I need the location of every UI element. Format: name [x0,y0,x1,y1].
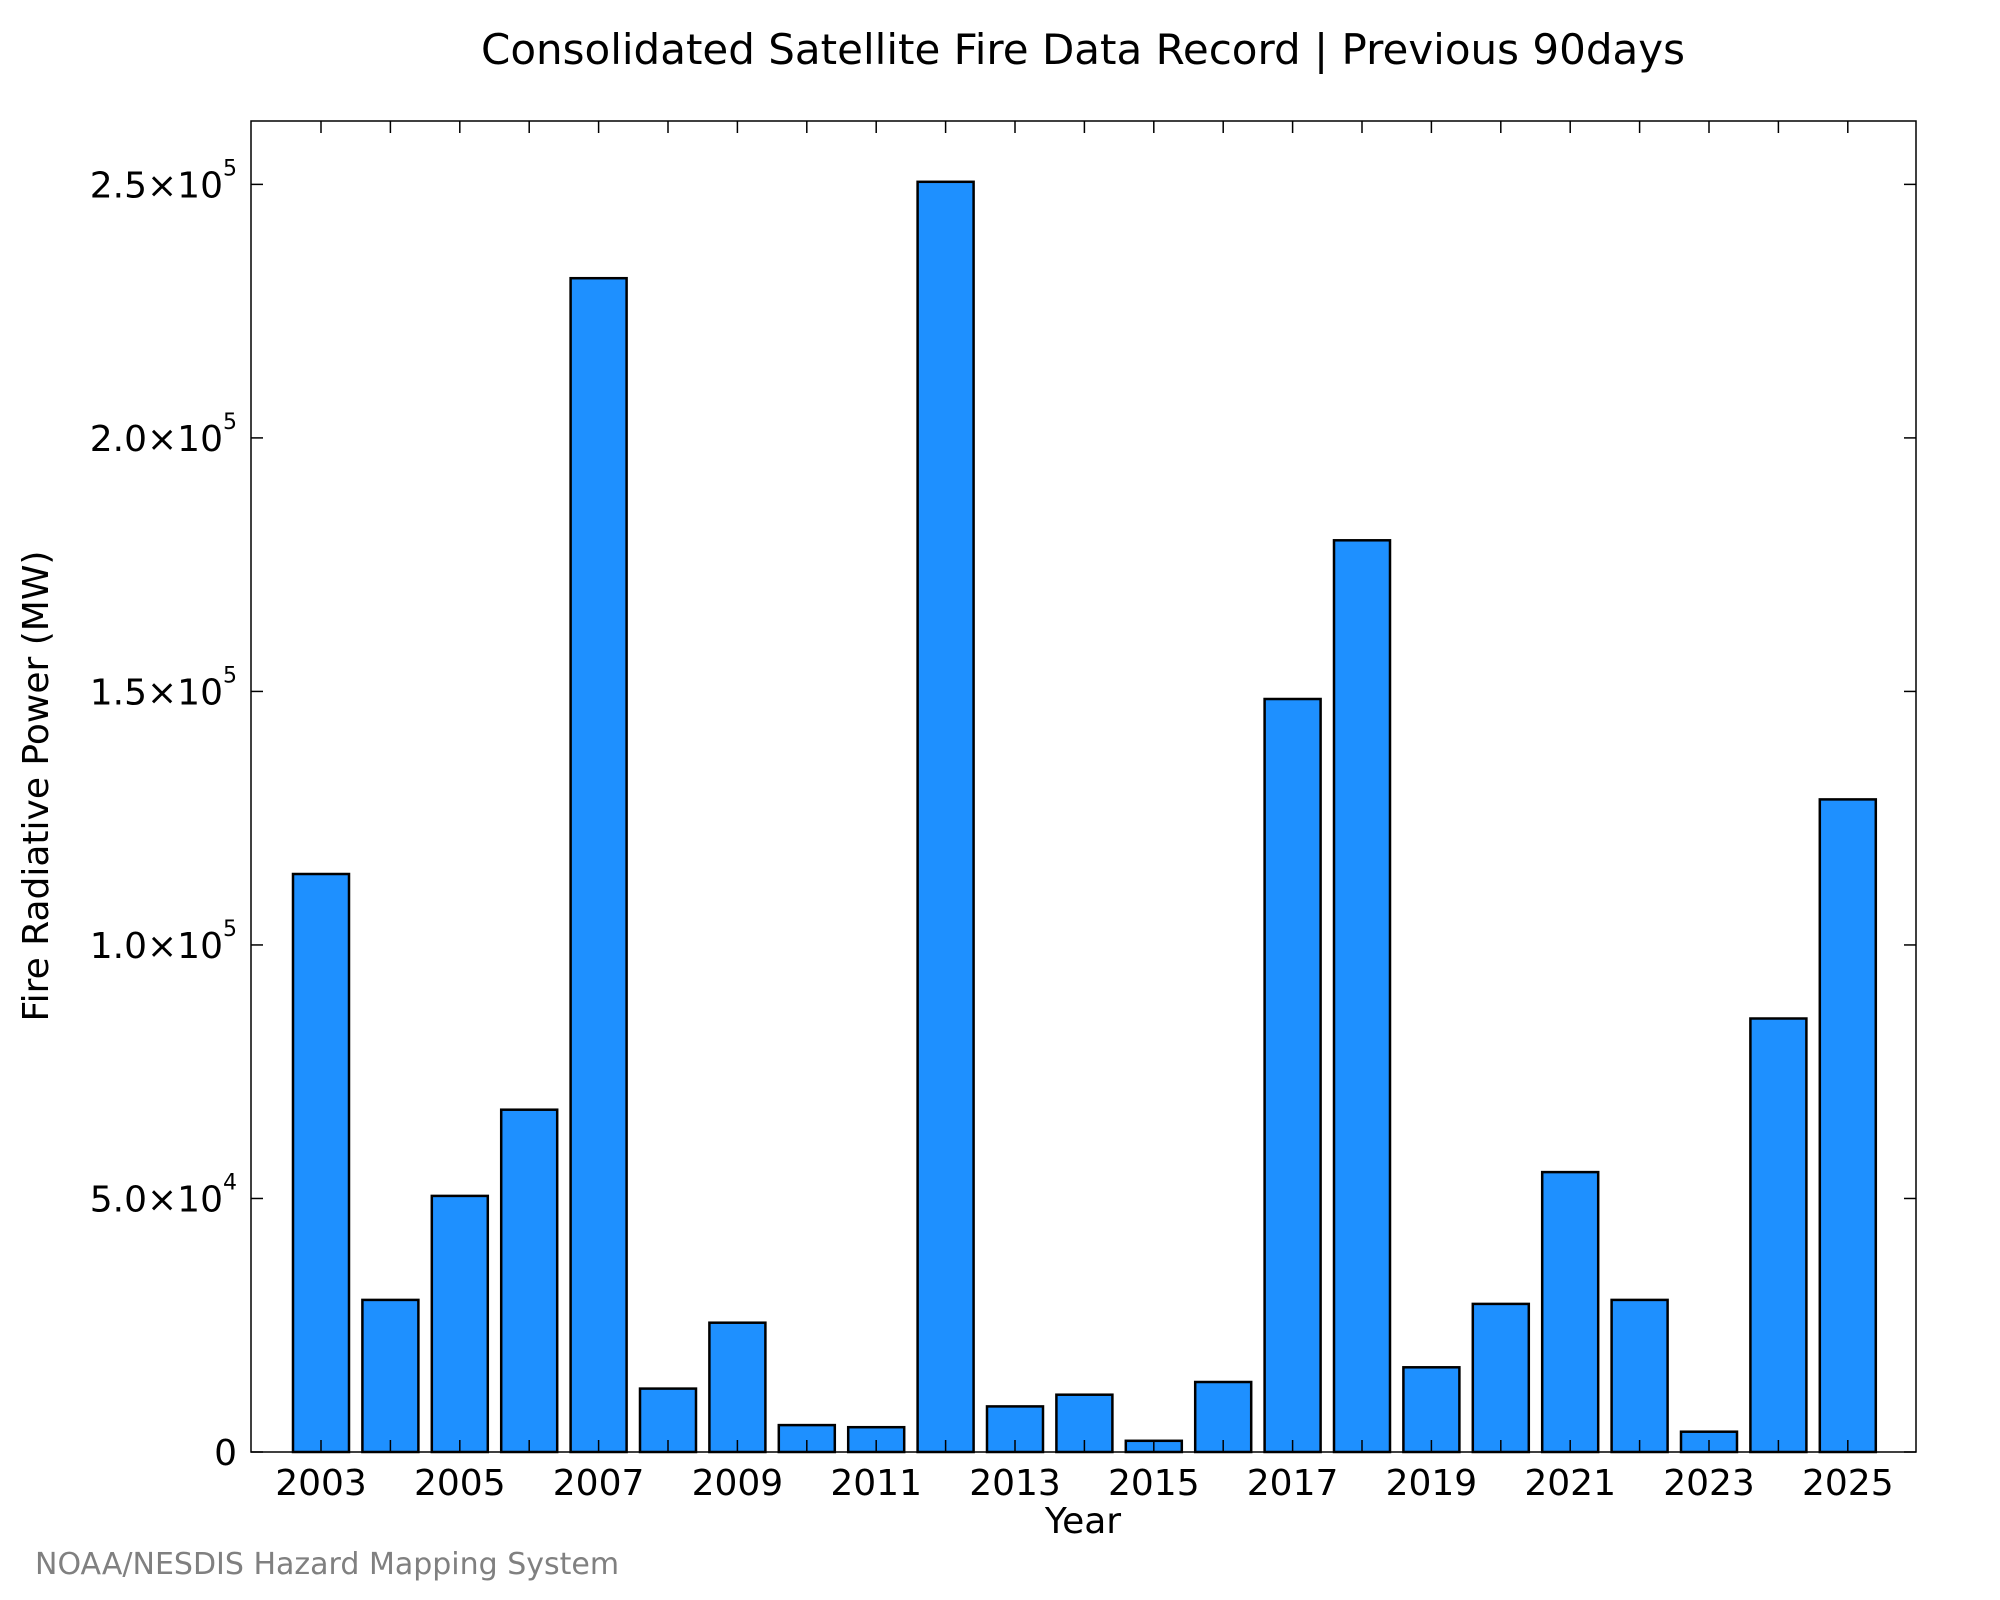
bar-2018 [1332,539,1392,1454]
y-tick-label: 0 [214,1433,237,1474]
x-axis: 2003 2005 2007 2009 2011 2013 2015 2017 2019 2021… [275,121,1894,1504]
bar-2012 [916,180,975,1454]
x-tick-label: 2015 [1108,1463,1200,1504]
y-tick-label: 1.0×105 [90,917,237,967]
y-tick-label: 5.0×104 [90,1170,237,1220]
chart-title: Consolidated Satellite Fire Data Record … [481,25,1685,74]
bar-2020 [1471,1302,1531,1454]
credit-text: NOAA/NESDIS Hazard Mapping System [35,1547,619,1582]
y-tick-label: 2.0×105 [90,410,237,460]
y-axis-label: Fire Radiative Power (MW) [16,551,57,1022]
x-tick-label: 2023 [1663,1463,1755,1504]
x-tick-label: 2013 [969,1463,1061,1504]
bar-2004 [361,1298,420,1454]
bar-2019 [1402,1366,1461,1454]
bar-2003 [291,872,351,1454]
x-tick-label: 2021 [1524,1463,1616,1504]
bars-group [291,180,1878,1454]
y-tick-label: 2.5×105 [90,156,237,206]
y-axis: 0 5.0×104 1.0×105 1.5×105 2.0×105 2.5×105 [90,156,1916,1474]
x-tick-label: 2005 [414,1463,506,1504]
bar-2017 [1263,697,1322,1454]
x-tick-label: 2009 [692,1463,784,1504]
bar-2009 [708,1321,767,1454]
bar-2022 [1610,1298,1669,1454]
x-tick-label: 2007 [553,1463,645,1504]
bar-2007 [569,276,628,1454]
bar-2024 [1749,1017,1808,1454]
bar-2005 [430,1194,490,1454]
x-tick-label: 2011 [830,1463,922,1504]
x-tick-label: 2025 [1802,1463,1894,1504]
x-axis-label: Year [1044,1501,1121,1542]
bar-2021 [1540,1170,1600,1454]
x-tick-label: 2003 [275,1463,367,1504]
x-tick-label: 2019 [1386,1463,1478,1504]
bar-2006 [499,1108,559,1454]
y-tick-label: 1.5×105 [90,663,237,713]
x-tick-label: 2017 [1247,1463,1339,1504]
bar-2025 [1818,798,1878,1454]
plot-frame [250,120,1917,1453]
